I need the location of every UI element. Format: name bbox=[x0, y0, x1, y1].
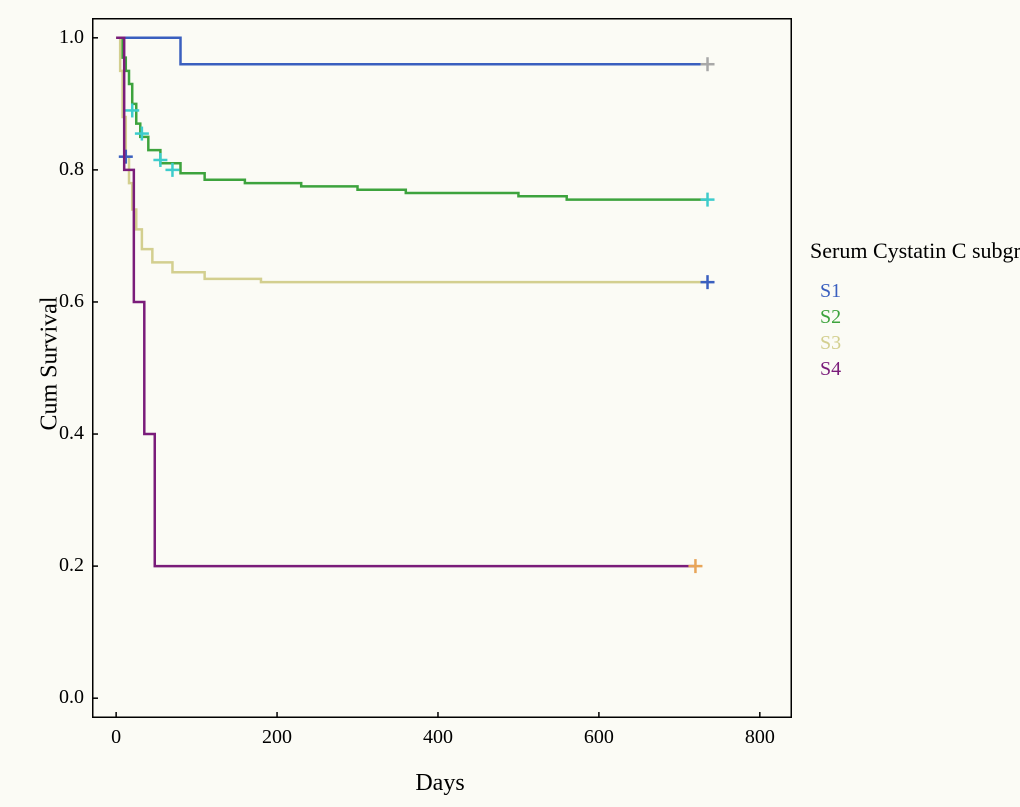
x-tick-label: 400 bbox=[418, 726, 458, 749]
legend-item-S3: S3 bbox=[820, 332, 841, 355]
series-S3 bbox=[116, 38, 707, 282]
plot-area bbox=[92, 18, 792, 718]
y-tick-label: 0.2 bbox=[44, 554, 84, 577]
x-tick-label: 600 bbox=[579, 726, 619, 749]
y-tick-label: 0.8 bbox=[44, 158, 84, 181]
censor-mark bbox=[135, 127, 149, 141]
x-axis-label: Days bbox=[380, 770, 500, 797]
x-tick-label: 0 bbox=[96, 726, 136, 749]
censor-mark bbox=[119, 150, 133, 164]
series-S1 bbox=[116, 38, 707, 64]
survival-chart: Cum Survival Days Serum Cystatin C subgr… bbox=[0, 0, 1020, 807]
censor-mark bbox=[153, 153, 167, 167]
censor-mark bbox=[688, 559, 702, 573]
censor-mark bbox=[701, 193, 715, 207]
censor-mark bbox=[701, 57, 715, 71]
y-tick-label: 0.4 bbox=[44, 422, 84, 445]
series-S4 bbox=[116, 38, 695, 566]
y-tick-label: 0.6 bbox=[44, 290, 84, 313]
series-S2 bbox=[116, 38, 707, 200]
y-tick-label: 0.0 bbox=[44, 686, 84, 709]
x-tick-label: 800 bbox=[740, 726, 780, 749]
censor-mark bbox=[165, 163, 179, 177]
legend-item-S2: S2 bbox=[820, 306, 841, 329]
legend-item-S4: S4 bbox=[820, 358, 841, 381]
legend-item-S1: S1 bbox=[820, 280, 841, 303]
legend-title: Serum Cystatin C subgroup: bbox=[810, 238, 1020, 264]
x-tick-label: 200 bbox=[257, 726, 297, 749]
y-tick-label: 1.0 bbox=[44, 26, 84, 49]
censor-mark bbox=[701, 275, 715, 289]
